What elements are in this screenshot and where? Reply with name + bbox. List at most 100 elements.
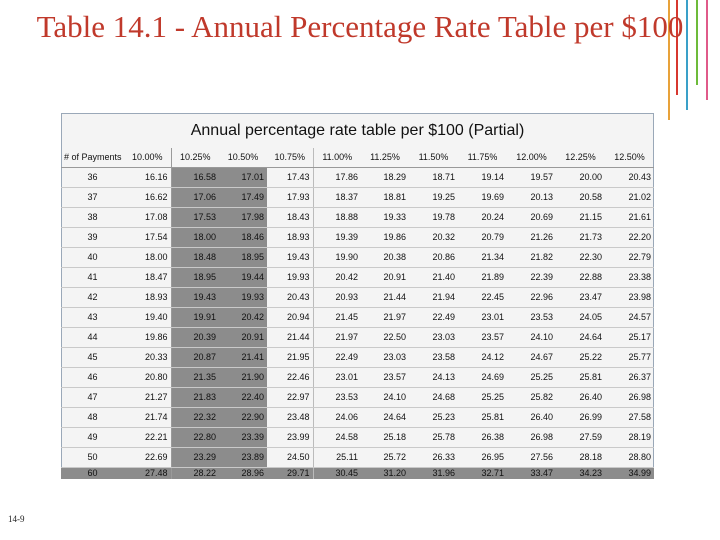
- rate-cell: 19.91: [171, 307, 219, 328]
- rate-cell: 20.79: [458, 227, 507, 248]
- rate-cell: 25.81: [556, 367, 605, 388]
- rate-cell: 20.13: [507, 187, 556, 208]
- rate-cell: 25.77: [605, 347, 654, 368]
- column-header: 11.75%: [458, 148, 507, 168]
- rate-cell: 20.42: [313, 267, 361, 288]
- rate-cell: 20.24: [458, 207, 507, 228]
- rate-cell: 21.35: [171, 367, 219, 388]
- rate-cell: 18.00: [124, 247, 172, 268]
- payments-cell: 49: [61, 427, 124, 448]
- rate-cell: 25.78: [409, 427, 458, 448]
- rate-cell: 23.47: [556, 287, 605, 308]
- rate-cell: 26.40: [556, 387, 605, 408]
- rate-cell: 18.37: [313, 187, 361, 208]
- rate-cell: 24.13: [409, 367, 458, 388]
- table-row: 44 19.86 20.39 20.91 21.44 21.97 22.50 23.03 23.…: [61, 327, 654, 348]
- rate-cell: 19.86: [124, 327, 172, 348]
- rate-cell: 32.71: [458, 467, 507, 479]
- rate-cell: 24.64: [556, 327, 605, 348]
- table-row: 50 22.69 23.29 23.89 24.50 25.11 25.72 26.33 26.…: [61, 447, 654, 468]
- rate-cell: 19.14: [458, 167, 507, 188]
- rate-cell: 23.38: [605, 267, 654, 288]
- rate-cell: 23.01: [458, 307, 507, 328]
- rate-cell: 20.43: [267, 287, 314, 308]
- rate-cell: 22.88: [556, 267, 605, 288]
- rate-cell: 21.02: [605, 187, 654, 208]
- payments-cell: 36: [61, 167, 124, 188]
- rate-cell: 20.42: [219, 307, 267, 328]
- rate-cell: 17.08: [124, 207, 172, 228]
- table-row: 39 17.54 18.00 18.46 18.93 19.39 19.86 20.32 20.…: [61, 227, 654, 248]
- rate-cell: 28.22: [171, 467, 219, 479]
- rate-cell: 23.29: [171, 447, 219, 468]
- rate-cell: 23.03: [409, 327, 458, 348]
- rate-cell: 24.10: [507, 327, 556, 348]
- rate-cell: 20.43: [605, 167, 654, 188]
- rate-cell: 25.25: [507, 367, 556, 388]
- rate-cell: 21.73: [556, 227, 605, 248]
- rate-cell: 22.50: [361, 327, 409, 348]
- decorative-stripe: [706, 0, 708, 100]
- rate-cell: 25.23: [409, 407, 458, 428]
- rate-cell: 20.58: [556, 187, 605, 208]
- table-row: 48 21.74 22.32 22.90 23.48 24.06 24.64 25.23 25.…: [61, 407, 654, 428]
- slide-title: Table 14.1 - Annual Percentage Rate Tabl…: [36, 9, 684, 44]
- rate-cell: 27.48: [124, 467, 172, 479]
- rate-cell: 19.69: [458, 187, 507, 208]
- table-row: 43 19.40 19.91 20.42 20.94 21.45 21.97 22.49 23.…: [61, 307, 654, 328]
- rate-cell: 22.30: [556, 247, 605, 268]
- rate-cell: 29.71: [267, 467, 314, 479]
- rate-cell: 23.48: [267, 407, 314, 428]
- rate-cell: 26.38: [458, 427, 507, 448]
- column-header: 11.25%: [361, 148, 409, 168]
- rate-cell: 24.58: [313, 427, 361, 448]
- rate-cell: 21.83: [171, 387, 219, 408]
- rate-cell: 21.94: [409, 287, 458, 308]
- rate-cell: 20.00: [556, 167, 605, 188]
- column-header: 12.50%: [605, 148, 654, 168]
- rate-cell: 21.44: [267, 327, 314, 348]
- rate-cell: 17.54: [124, 227, 172, 248]
- column-header: 11.50%: [409, 148, 458, 168]
- payments-cell: 48: [61, 407, 124, 428]
- column-header: 10.75%: [267, 148, 314, 168]
- decorative-stripes: [660, 0, 720, 120]
- rate-cell: 18.71: [409, 167, 458, 188]
- rate-cell: 27.59: [556, 427, 605, 448]
- rate-cell: 19.39: [313, 227, 361, 248]
- rate-cell: 24.50: [267, 447, 314, 468]
- rate-cell: 22.97: [267, 387, 314, 408]
- column-header: # of Payments: [61, 148, 124, 168]
- rate-cell: 19.93: [219, 287, 267, 308]
- rate-cell: 16.62: [124, 187, 172, 208]
- rate-cell: 22.46: [267, 367, 314, 388]
- rate-cell: 16.16: [124, 167, 172, 188]
- column-header: 10.00%: [124, 148, 172, 168]
- rate-cell: 19.86: [361, 227, 409, 248]
- rate-cell: 21.34: [458, 247, 507, 268]
- rate-cell: 21.61: [605, 207, 654, 228]
- rate-cell: 21.45: [313, 307, 361, 328]
- column-header: 10.25%: [171, 148, 219, 168]
- rate-cell: 34.99: [605, 467, 654, 479]
- rate-cell: 28.80: [605, 447, 654, 468]
- rate-cell: 23.99: [267, 427, 314, 448]
- payments-cell: 46: [61, 367, 124, 388]
- rate-cell: 22.21: [124, 427, 172, 448]
- table-row: 47 21.27 21.83 22.40 22.97 23.53 24.10 24.68 25.…: [61, 387, 654, 408]
- rate-cell: 22.39: [507, 267, 556, 288]
- rate-cell: 20.80: [124, 367, 172, 388]
- payments-cell: 42: [61, 287, 124, 308]
- rate-cell: 21.27: [124, 387, 172, 408]
- payments-cell: 60: [61, 467, 124, 479]
- rate-cell: 25.18: [361, 427, 409, 448]
- rate-cell: 18.88: [313, 207, 361, 228]
- rate-cell: 21.97: [361, 307, 409, 328]
- rate-cell: 16.58: [171, 167, 219, 188]
- payments-cell: 45: [61, 347, 124, 368]
- rate-cell: 19.90: [313, 247, 361, 268]
- table-row: 49 22.21 22.80 23.39 23.99 24.58 25.18 25.78 26.…: [61, 427, 654, 448]
- rate-cell: 23.53: [313, 387, 361, 408]
- rate-cell: 22.40: [219, 387, 267, 408]
- rate-cell: 23.98: [605, 287, 654, 308]
